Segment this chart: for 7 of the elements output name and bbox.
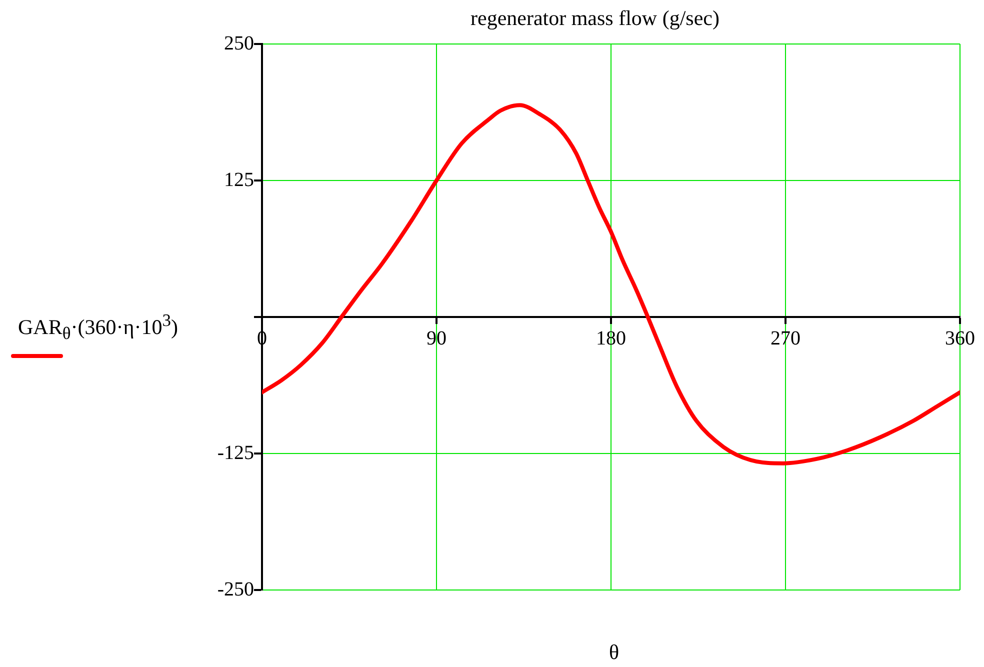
y-tick-label: 125 bbox=[224, 168, 254, 191]
y-tick-label: -250 bbox=[217, 578, 254, 600]
chart-title: regenerator mass flow (g/sec) bbox=[470, 6, 720, 31]
y-tick-label: 250 bbox=[224, 32, 254, 54]
text: GAR$_{θ}$·(360·η·10$^{3}$) bbox=[18, 310, 178, 344]
x-axis-title: θ bbox=[608, 640, 620, 665]
y-tick-label: -125 bbox=[217, 442, 254, 464]
